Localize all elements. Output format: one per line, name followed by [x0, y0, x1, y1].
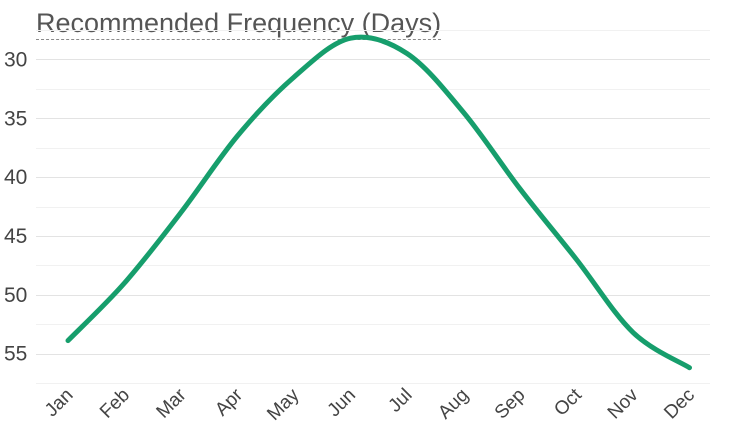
x-tick-label: Aug	[434, 385, 473, 424]
x-tick-label: Feb	[96, 385, 134, 423]
y-tick-label: 45	[4, 225, 27, 248]
y-tick-label: 50	[4, 284, 27, 307]
y-tick-label: 30	[4, 48, 27, 71]
x-tick-label: May	[263, 384, 304, 425]
series-line	[65, 34, 692, 371]
x-tick-label: Apr	[211, 384, 247, 420]
x-tick-label: Jan	[41, 385, 78, 422]
x-tick-label: Jul	[385, 385, 417, 417]
x-axis: Jan Feb Mar Apr May Jun Jul Aug Sep Oct Nov Dec	[41, 384, 699, 425]
x-tick-label: Sep	[491, 385, 530, 424]
series-group	[65, 34, 692, 371]
y-tick-label: 55	[4, 343, 27, 366]
x-tick-label: Oct	[550, 384, 586, 420]
y-tick-label: 40	[4, 166, 27, 189]
chart-title: Recommended Frequency (Days)	[36, 8, 442, 38]
x-tick-label: Jun	[324, 385, 361, 422]
y-tick-label: 35	[4, 107, 27, 130]
gridlines	[36, 30, 710, 384]
x-tick-label: Nov	[604, 384, 643, 423]
x-tick-label: Dec	[660, 385, 699, 424]
x-tick-label: Mar	[153, 384, 191, 422]
y-axis: 30 35 40 45 50 55	[4, 48, 27, 365]
